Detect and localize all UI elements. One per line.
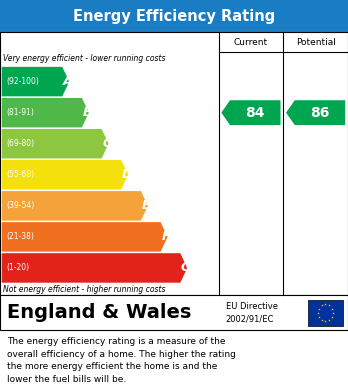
Text: B: B	[82, 106, 92, 119]
Polygon shape	[2, 67, 69, 96]
Bar	[0, 0, 348, 32]
Text: (81-91): (81-91)	[6, 108, 34, 117]
Bar	[308, 300, 343, 326]
Text: (1-20): (1-20)	[6, 264, 29, 273]
Text: Potential: Potential	[296, 38, 335, 47]
Text: E: E	[142, 199, 150, 212]
Text: England & Wales: England & Wales	[7, 303, 191, 322]
Polygon shape	[221, 100, 280, 125]
Text: EU Directive
2002/91/EC: EU Directive 2002/91/EC	[226, 302, 277, 323]
Text: (55-68): (55-68)	[6, 170, 34, 179]
Text: Current: Current	[234, 38, 268, 47]
Bar	[0, 295, 348, 330]
Text: D: D	[121, 168, 132, 181]
Text: Energy Efficiency Rating: Energy Efficiency Rating	[73, 9, 275, 23]
Text: (69-80): (69-80)	[6, 139, 34, 148]
Text: Not energy efficient - higher running costs: Not energy efficient - higher running co…	[3, 285, 165, 294]
Text: 86: 86	[310, 106, 330, 120]
Polygon shape	[286, 100, 345, 125]
Text: Very energy efficient - lower running costs: Very energy efficient - lower running co…	[3, 54, 165, 63]
Text: (21-38): (21-38)	[6, 232, 34, 241]
Text: 84: 84	[245, 106, 265, 120]
Text: (92-100): (92-100)	[6, 77, 39, 86]
Bar	[0, 32, 348, 295]
Polygon shape	[2, 129, 109, 158]
Text: C: C	[102, 137, 111, 150]
Polygon shape	[2, 98, 89, 127]
Polygon shape	[2, 160, 128, 190]
Text: (39-54): (39-54)	[6, 201, 34, 210]
Text: The energy efficiency rating is a measure of the
overall efficiency of a home. T: The energy efficiency rating is a measur…	[7, 337, 236, 384]
Polygon shape	[2, 191, 148, 221]
Polygon shape	[2, 253, 187, 283]
Text: F: F	[161, 230, 170, 243]
Text: A: A	[63, 75, 72, 88]
Polygon shape	[2, 222, 168, 252]
Text: G: G	[180, 262, 191, 274]
